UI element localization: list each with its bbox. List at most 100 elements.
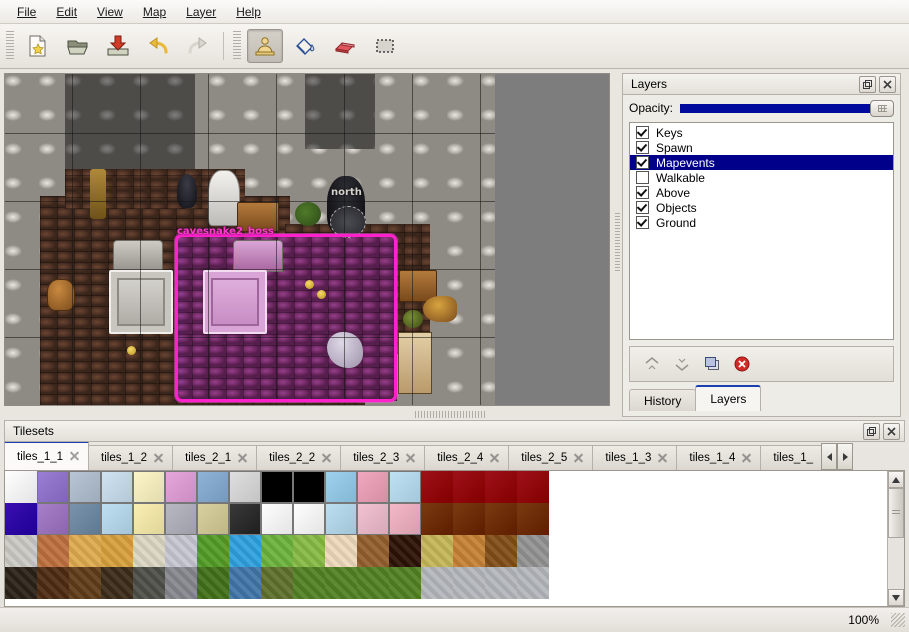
tile-cell[interactable] [517, 471, 549, 503]
tile-cell[interactable] [197, 471, 229, 503]
tile-cell[interactable] [389, 471, 421, 503]
tile-cell[interactable] [5, 503, 37, 535]
tile-cell[interactable] [293, 471, 325, 503]
tile-cell[interactable] [261, 471, 293, 503]
scroll-up-icon[interactable] [888, 471, 904, 488]
layer-row-mapevents[interactable]: Mapevents [630, 155, 893, 170]
close-panel-icon-tilesets[interactable] [883, 422, 900, 440]
layer-row-walkable[interactable]: Walkable [630, 170, 893, 185]
opacity-slider[interactable] [680, 99, 894, 117]
tileset-tab-tiles_2_3[interactable]: tiles_2_3 [340, 445, 426, 470]
tile-cell[interactable] [517, 503, 549, 535]
save-map-button[interactable] [100, 29, 136, 63]
tile-cell[interactable] [453, 535, 485, 567]
layer-visibility-checkbox-objects[interactable] [636, 201, 649, 214]
menu-file[interactable]: File [8, 2, 45, 22]
menu-map[interactable]: Map [134, 2, 175, 22]
tile-cell[interactable] [389, 535, 421, 567]
layer-visibility-checkbox-walkable[interactable] [636, 171, 649, 184]
tile-cell[interactable] [197, 567, 229, 599]
tile-cell[interactable] [101, 471, 133, 503]
tile-cell[interactable] [133, 567, 165, 599]
close-tab-icon[interactable] [69, 451, 80, 462]
tile-cell[interactable] [421, 503, 453, 535]
menu-layer[interactable]: Layer [177, 2, 225, 22]
tab-layers[interactable]: Layers [695, 385, 762, 411]
tileset-tab-tiles_2_1[interactable]: tiles_2_1 [172, 445, 258, 470]
tile-cell[interactable] [293, 567, 325, 599]
layer-list[interactable]: Keys Spawn Mapevents Walkable [629, 122, 894, 340]
close-tab-icon[interactable] [657, 453, 668, 464]
toolbar-grip[interactable] [6, 31, 14, 61]
raise-layer-icon[interactable] [640, 352, 664, 376]
tile-cell[interactable] [101, 567, 133, 599]
new-map-button[interactable] [20, 29, 56, 63]
scrollbar-thumb[interactable] [888, 488, 904, 539]
tile-cell[interactable] [453, 567, 485, 599]
scroll-left-icon[interactable] [821, 443, 838, 470]
float-panel-icon-tilesets[interactable] [863, 422, 880, 440]
tile-cell[interactable] [133, 535, 165, 567]
scroll-down-icon[interactable] [888, 589, 904, 606]
menu-edit[interactable]: Edit [47, 2, 86, 22]
tile-cell[interactable] [325, 535, 357, 567]
tile-cell[interactable] [69, 503, 101, 535]
tile-cell[interactable] [5, 567, 37, 599]
close-tab-icon[interactable] [405, 453, 416, 464]
tile-cell[interactable] [517, 535, 549, 567]
tile-cell[interactable] [229, 503, 261, 535]
redo-button[interactable] [180, 29, 216, 63]
close-panel-icon[interactable] [879, 75, 896, 93]
tileset-palette[interactable] [4, 470, 905, 607]
tile-cell[interactable] [357, 535, 389, 567]
layer-visibility-checkbox-keys[interactable] [636, 126, 649, 139]
bucket-fill-button[interactable] [287, 29, 323, 63]
map-event-selection-rect[interactable] [175, 234, 397, 402]
close-tab-icon[interactable] [573, 453, 584, 464]
tileset-tab-tiles_1_1[interactable]: tiles_1_1 [4, 442, 90, 470]
tile-cell[interactable] [485, 535, 517, 567]
tile-cell[interactable] [389, 503, 421, 535]
tile-cell[interactable] [325, 567, 357, 599]
tile-cell[interactable] [37, 503, 69, 535]
eraser-button[interactable] [327, 29, 363, 63]
lower-layer-icon[interactable] [670, 352, 694, 376]
layer-row-ground[interactable]: Ground [630, 215, 893, 230]
tileset-tab-tiles_2_2[interactable]: tiles_2_2 [256, 445, 342, 470]
tile-cell[interactable] [197, 535, 229, 567]
tile-cell[interactable] [325, 503, 357, 535]
tileset-tab-tiles_1_3[interactable]: tiles_1_3 [592, 445, 678, 470]
tile-cell[interactable] [261, 567, 293, 599]
tile-cell[interactable] [69, 567, 101, 599]
tile-cell[interactable] [261, 503, 293, 535]
tools-grip[interactable] [233, 31, 241, 61]
tile-cell[interactable] [5, 471, 37, 503]
menu-help[interactable]: Help [227, 2, 270, 22]
float-panel-icon[interactable] [859, 75, 876, 93]
layer-row-objects[interactable]: Objects [630, 200, 893, 215]
close-tab-icon[interactable] [321, 453, 332, 464]
tile-cell[interactable] [229, 535, 261, 567]
tile-cell[interactable] [421, 567, 453, 599]
horizontal-splitter-grip[interactable] [415, 411, 485, 418]
tile-cell[interactable] [453, 471, 485, 503]
tile-cell[interactable] [261, 535, 293, 567]
rectangle-select-button[interactable] [367, 29, 403, 63]
layer-row-keys[interactable]: Keys [630, 125, 893, 140]
layer-row-spawn[interactable]: Spawn [630, 140, 893, 155]
tile-cell[interactable] [293, 535, 325, 567]
tile-cell[interactable] [69, 535, 101, 567]
tile-cell[interactable] [485, 471, 517, 503]
tile-grid[interactable] [5, 471, 887, 606]
duplicate-layer-icon[interactable] [700, 352, 724, 376]
map-canvas[interactable]: cavesnake2_boss north [4, 73, 610, 406]
vertical-splitter-grip[interactable] [614, 213, 620, 273]
map-render-area[interactable]: cavesnake2_boss north [5, 74, 495, 405]
stamp-tool-button[interactable] [247, 29, 283, 63]
open-map-button[interactable] [60, 29, 96, 63]
tile-cell[interactable] [165, 535, 197, 567]
tab-history[interactable]: History [629, 389, 697, 411]
tile-cell[interactable] [517, 567, 549, 599]
resize-grip-icon[interactable] [891, 613, 905, 627]
vertical-splitter[interactable] [612, 69, 622, 417]
